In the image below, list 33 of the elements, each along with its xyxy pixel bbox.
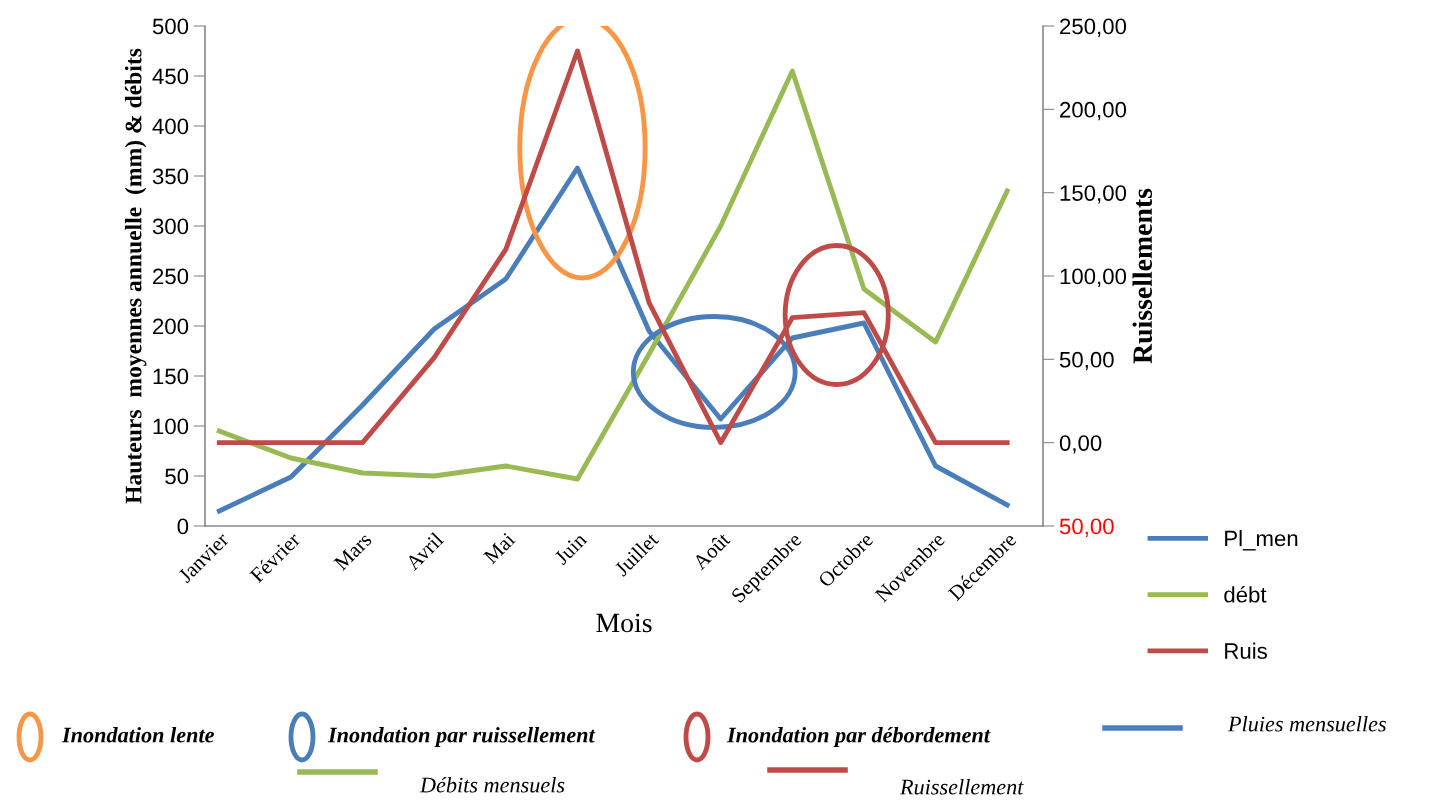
text: Inondation par débordement — [726, 726, 991, 748]
y-tick-label: 350 — [152, 168, 189, 185]
y2-tick-label: 100,00 — [1060, 268, 1127, 287]
y2-tick-label: 50,00 — [1059, 351, 1114, 371]
x-tick-label: Juin — [553, 531, 588, 566]
legend-label: débt — [1224, 586, 1267, 603]
line-series — [216, 165, 1010, 514]
y2-tick-label: 50,00 — [1059, 518, 1114, 537]
y2-tick-label: 200,00 — [1060, 101, 1127, 121]
y2-axis-title: Ruissellements — [1132, 188, 1153, 364]
y-axis-title: Hauteurs moyennes annuelle (mm) & débits — [124, 48, 147, 504]
y2-tick-label: 250,00 — [1060, 18, 1127, 37]
y2-tick-label: 0,00 — [1059, 435, 1102, 454]
y-tick-label: 250 — [153, 268, 189, 285]
y-tick-label: 200 — [153, 318, 189, 335]
y-tick-label: 500 — [152, 18, 189, 35]
legend-label: Ruis — [1225, 642, 1267, 659]
text: Pluies mensuelles — [1227, 715, 1386, 732]
y2-tick-label: 150,00 — [1060, 185, 1127, 204]
legend-label: Pl_men — [1225, 530, 1298, 551]
y-tick-label: 400 — [152, 118, 189, 135]
x-tick-label: Mai — [482, 531, 516, 565]
text: Inondation lente — [61, 726, 215, 743]
y-tick-label: 450 — [152, 68, 189, 85]
text: Débits mensuels — [419, 776, 565, 793]
y-tick-label: 0 — [177, 518, 189, 535]
y-tick-label: 150 — [153, 368, 189, 385]
y-tick-label: 100 — [153, 418, 189, 435]
text: Inondation par ruissellement — [327, 726, 596, 748]
y-tick-label: 50 — [165, 468, 189, 485]
y-tick-label: 300 — [152, 218, 189, 235]
x-axis-title: Mois — [596, 613, 652, 633]
text: Ruissellement — [899, 778, 1024, 795]
